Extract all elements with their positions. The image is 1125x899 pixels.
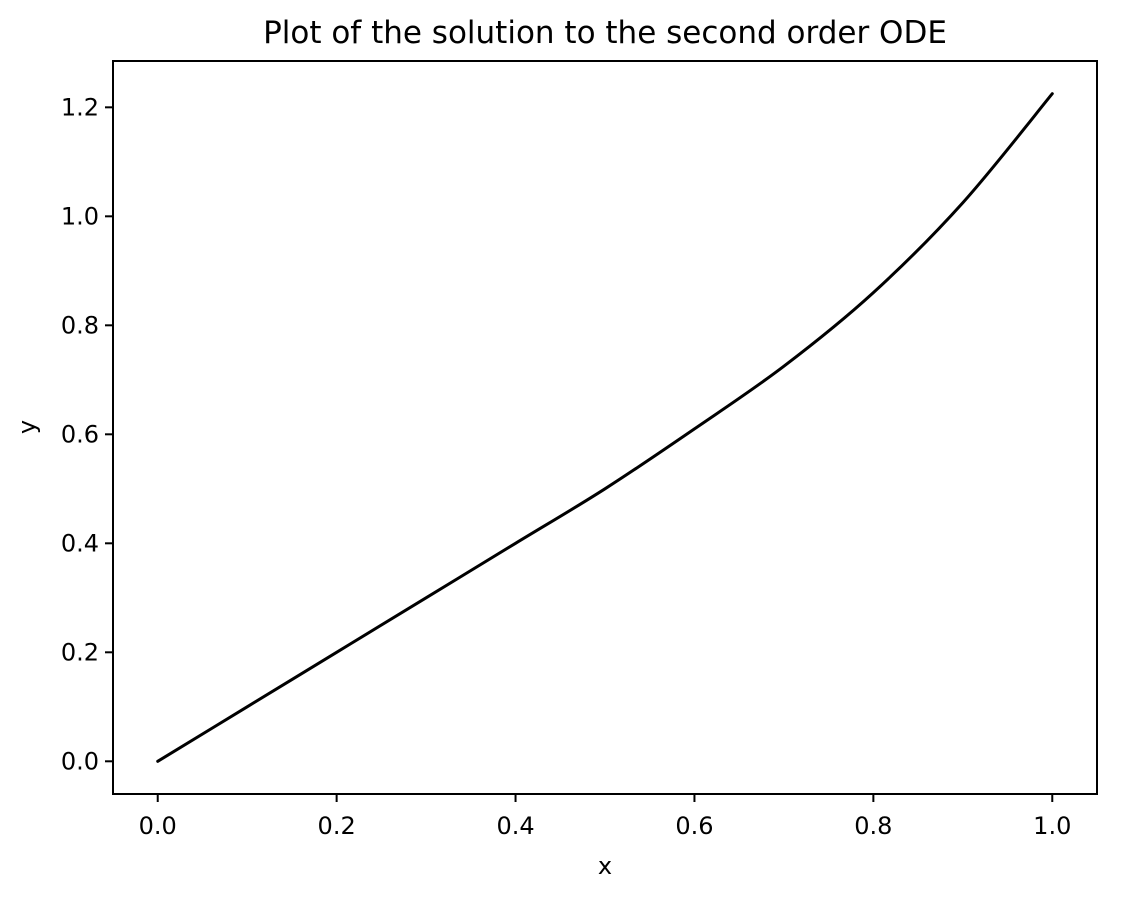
y-tick-label: 0.6 — [61, 420, 99, 448]
y-tick-label: 0.4 — [61, 529, 99, 557]
x-tick-label: 0.6 — [675, 812, 713, 840]
plot-frame — [112, 60, 1098, 795]
x-tick-label: 0.0 — [139, 812, 177, 840]
y-tick-label: 1.0 — [61, 202, 99, 230]
plot-lines — [156, 92, 1054, 763]
x-axis-label: x — [598, 852, 612, 880]
x-tick-label: 0.8 — [854, 812, 892, 840]
y-tick-label: 0.2 — [61, 638, 99, 666]
x-tick-label: 0.2 — [318, 812, 356, 840]
y-tick-label: 0.0 — [61, 747, 99, 775]
y-tick-label: 1.2 — [61, 93, 99, 121]
y-axis-ticks: 0.0 0.2 0.4 0.6 0.8 1.0 1.2 — [61, 93, 113, 775]
y-axis-label: y — [13, 420, 41, 434]
y-tick-label: 0.8 — [61, 311, 99, 339]
x-axis-ticks: 0.0 0.2 0.4 0.6 0.8 1.0 — [139, 794, 1071, 840]
x-tick-label: 1.0 — [1033, 812, 1071, 840]
chart-title: Plot of the solution to the second order… — [263, 15, 947, 51]
x-tick-label: 0.4 — [496, 812, 534, 840]
series-line — [156, 92, 1054, 763]
